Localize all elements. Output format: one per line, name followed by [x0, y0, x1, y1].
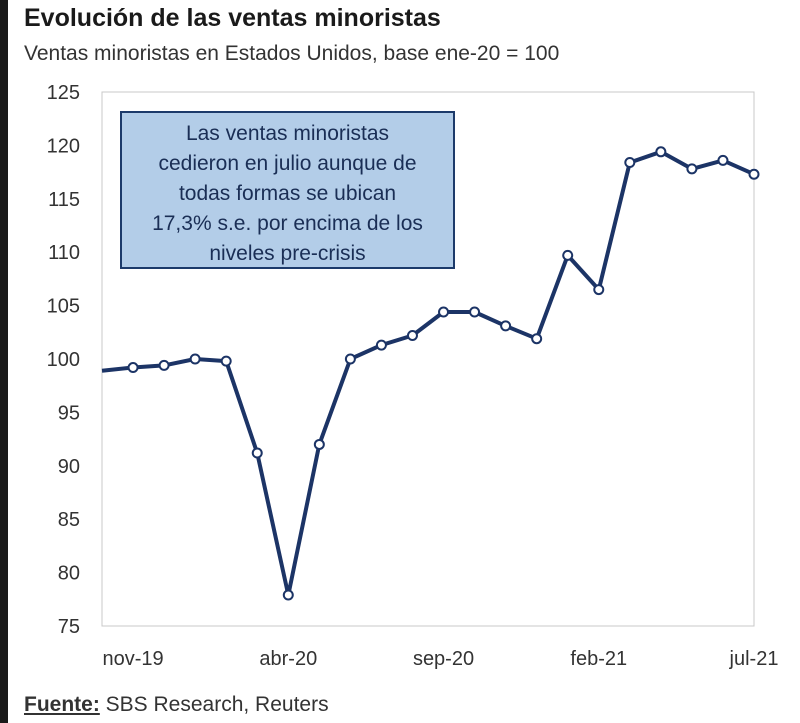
data-point: [344, 353, 356, 365]
annotation-line: todas formas se ubican: [178, 182, 397, 205]
data-point: [717, 154, 729, 166]
y-tick-label: 90: [58, 456, 80, 478]
data-point: [593, 284, 605, 296]
data-point: [438, 306, 450, 318]
data-point: [531, 333, 543, 345]
data-point: [686, 163, 698, 175]
left-accent-bar: [0, 0, 8, 723]
data-point: [748, 168, 760, 180]
data-point: [624, 156, 636, 168]
data-markers: [127, 146, 760, 601]
data-point: [375, 339, 387, 351]
y-tick-label: 95: [58, 402, 80, 424]
y-tick-label: 85: [58, 509, 80, 531]
annotation-line: Las ventas minoristas: [185, 122, 390, 145]
data-point: [158, 359, 170, 371]
data-point: [220, 355, 232, 367]
data-point: [562, 249, 574, 261]
annotation-box: Las ventas minoristas cedieron en julio …: [120, 111, 455, 269]
plot-frame: [101, 91, 755, 627]
data-point: [251, 447, 263, 459]
data-point: [655, 146, 667, 158]
source-label: Fuente:: [24, 693, 100, 716]
x-tick-label: feb-21: [570, 648, 627, 670]
chart-title: Evolución de las ventas minoristas: [24, 4, 441, 32]
y-tick-label: 105: [47, 296, 80, 318]
annotation-line: 17,3% s.e. por encima de los: [152, 212, 423, 235]
data-point: [282, 589, 294, 601]
source-note: Fuente: SBS Research, Reuters: [24, 693, 329, 717]
y-axis: 75 80 85 90 95 100 105 110 115 120 125: [47, 82, 80, 638]
data-point: [500, 320, 512, 332]
annotation-line: niveles pre-crisis: [209, 242, 366, 265]
y-tick-label: 80: [58, 563, 80, 585]
x-tick-label: nov-19: [102, 648, 163, 670]
y-tick-label: 110: [48, 242, 80, 264]
y-tick-label: 125: [47, 82, 80, 104]
y-tick-label: 75: [58, 616, 80, 638]
data-point: [189, 353, 201, 365]
y-tick-label: 115: [48, 189, 80, 211]
y-tick-label: 120: [47, 135, 80, 157]
data-point: [127, 362, 139, 374]
x-tick-label: jul-21: [729, 648, 779, 670]
data-point: [406, 330, 418, 342]
source-text: SBS Research, Reuters: [99, 693, 329, 716]
annotation-line: cedieron en julio aunque de: [158, 152, 417, 175]
x-tick-label: abr-20: [259, 648, 317, 670]
chart-subtitle: Ventas minoristas en Estados Unidos, bas…: [24, 42, 560, 65]
series-line: [101, 149, 755, 597]
x-tick-label: sep-20: [413, 648, 474, 670]
y-tick-label: 100: [47, 349, 80, 371]
x-axis: nov-19 abr-20 sep-20 feb-21 jul-21: [102, 648, 778, 670]
data-point: [313, 438, 325, 450]
data-point: [469, 306, 481, 318]
